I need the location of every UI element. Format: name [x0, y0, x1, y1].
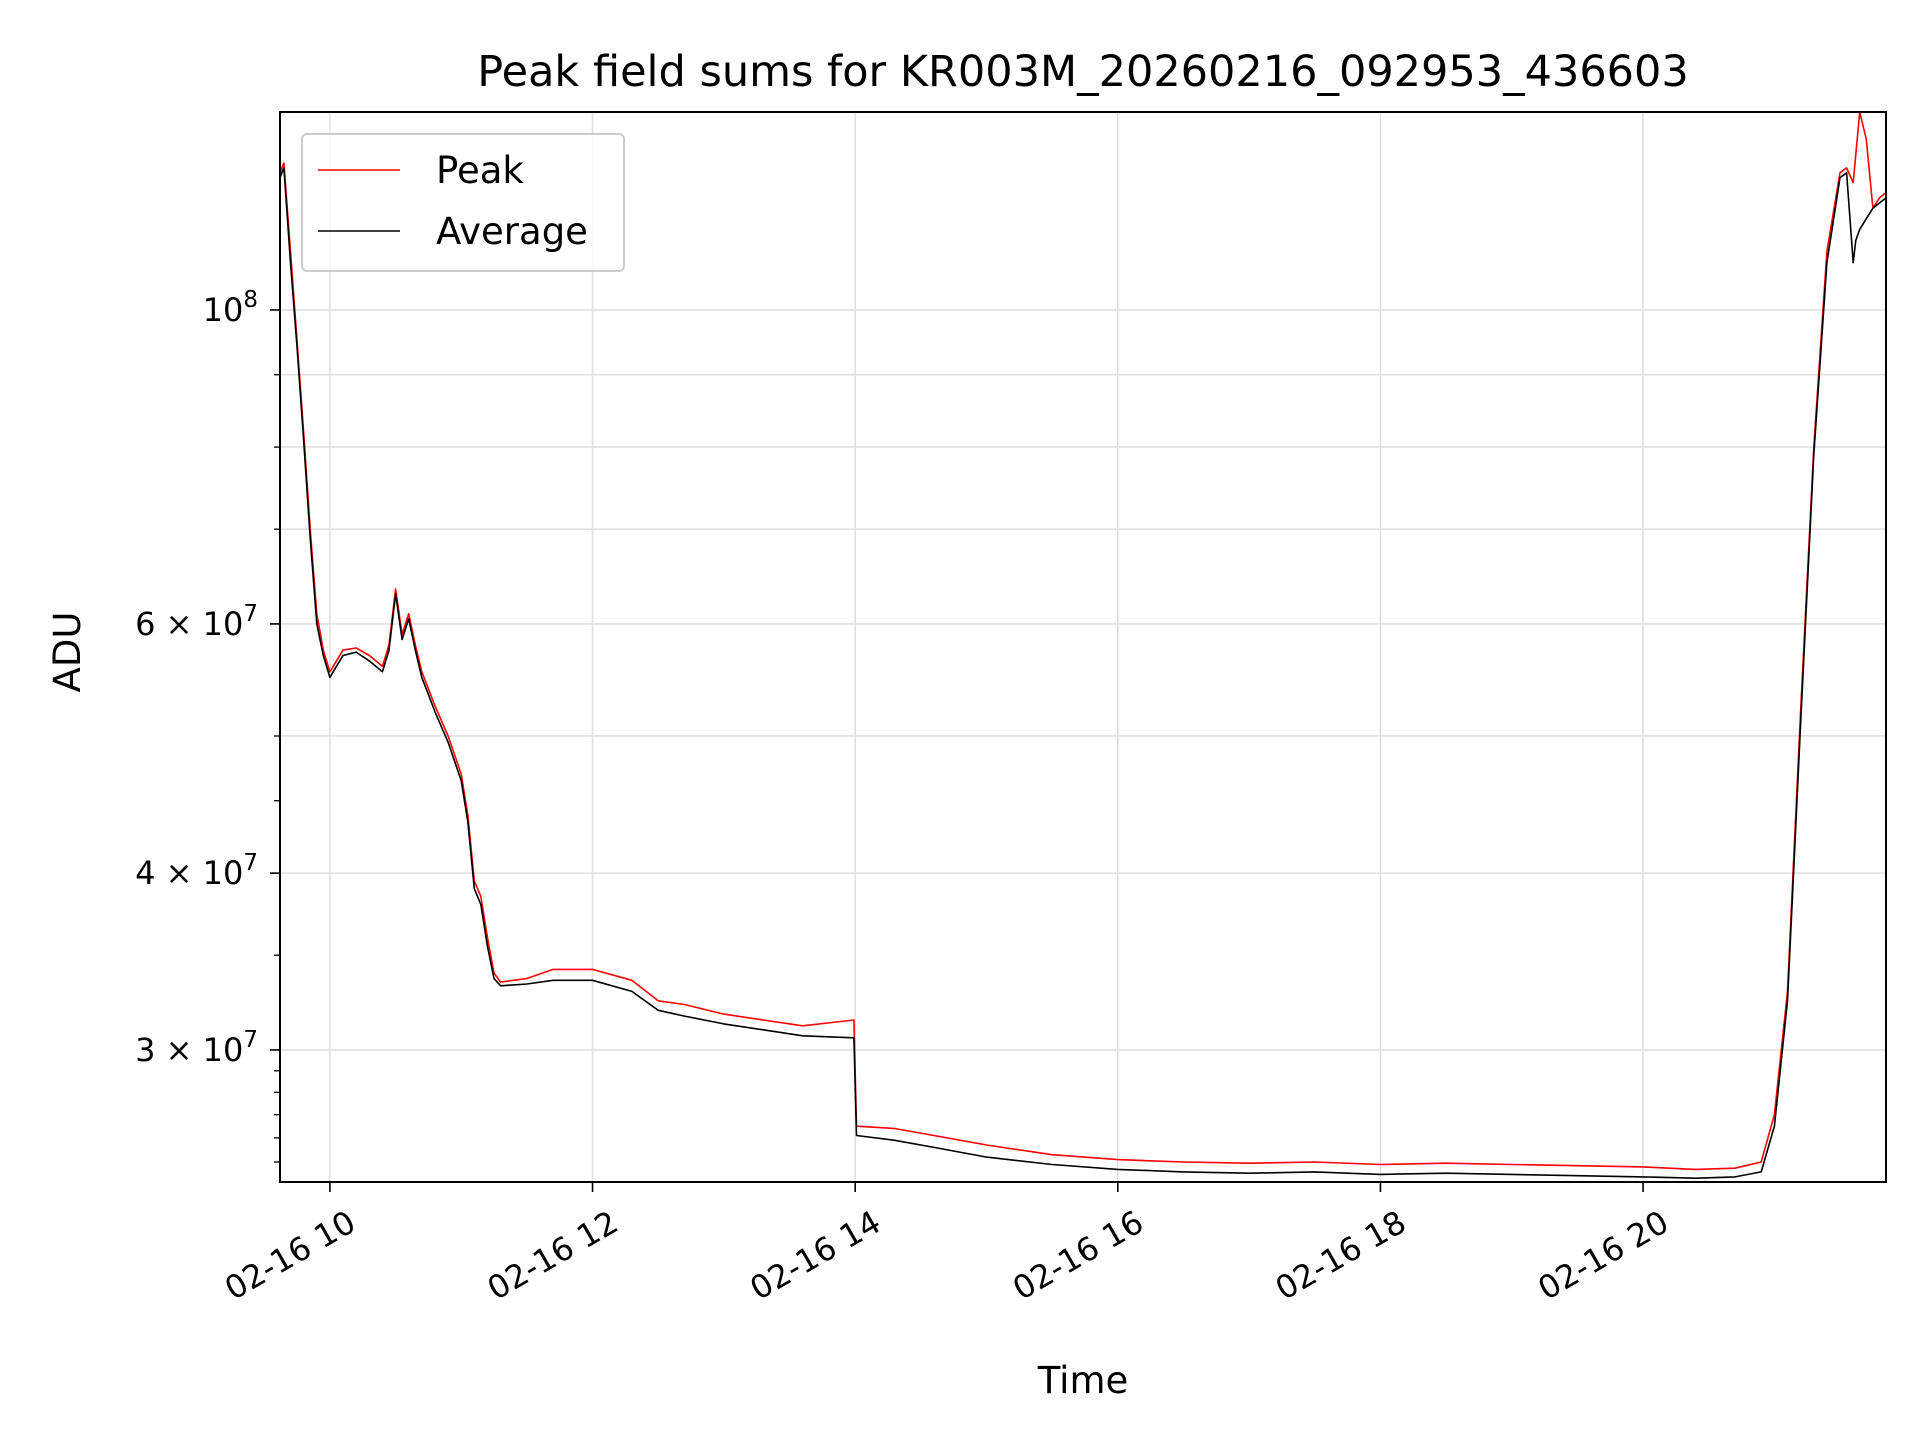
- y-tick-label: 3 × 107: [135, 1027, 258, 1069]
- x-axis-label: Time: [1037, 1359, 1129, 1402]
- legend-peak-label: Peak: [436, 149, 524, 192]
- grid-layer: [280, 112, 1886, 1182]
- y-tick-label: 6 × 107: [135, 601, 258, 643]
- legend-average-label: Average: [436, 210, 588, 253]
- y-tick-label: 4 × 107: [135, 850, 258, 892]
- chart-title: Peak field sums for KR003M_20260216_0929…: [477, 47, 1689, 97]
- plot-frame: [279, 111, 1887, 1183]
- average-series-line: [280, 167, 1886, 1179]
- peak-series-line: [280, 112, 1886, 1171]
- y-tick-label: 108: [203, 287, 258, 329]
- series-layer: [280, 112, 1886, 1179]
- y-axis-label: ADU: [46, 612, 89, 693]
- legend-box: [301, 133, 625, 272]
- legend: Peak Average: [301, 133, 625, 272]
